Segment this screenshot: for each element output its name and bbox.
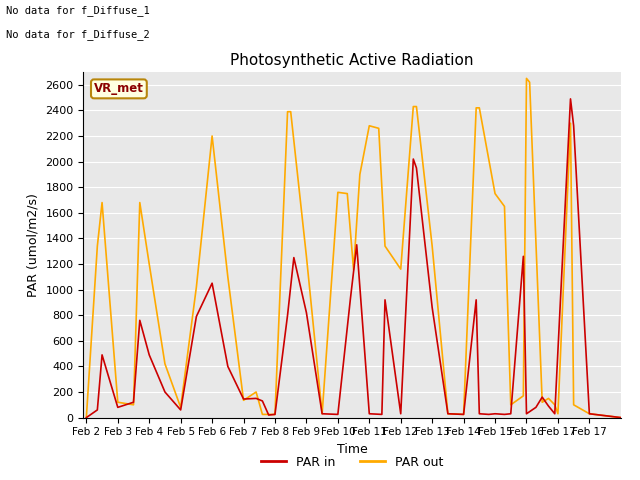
X-axis label: Time: Time	[337, 443, 367, 456]
Text: VR_met: VR_met	[94, 83, 144, 96]
Legend: PAR in, PAR out: PAR in, PAR out	[255, 451, 449, 474]
Text: No data for f_Diffuse_2: No data for f_Diffuse_2	[6, 29, 150, 40]
Text: No data for f_Diffuse_1: No data for f_Diffuse_1	[6, 5, 150, 16]
Y-axis label: PAR (umol/m2/s): PAR (umol/m2/s)	[27, 193, 40, 297]
Title: Photosynthetic Active Radiation: Photosynthetic Active Radiation	[230, 53, 474, 68]
